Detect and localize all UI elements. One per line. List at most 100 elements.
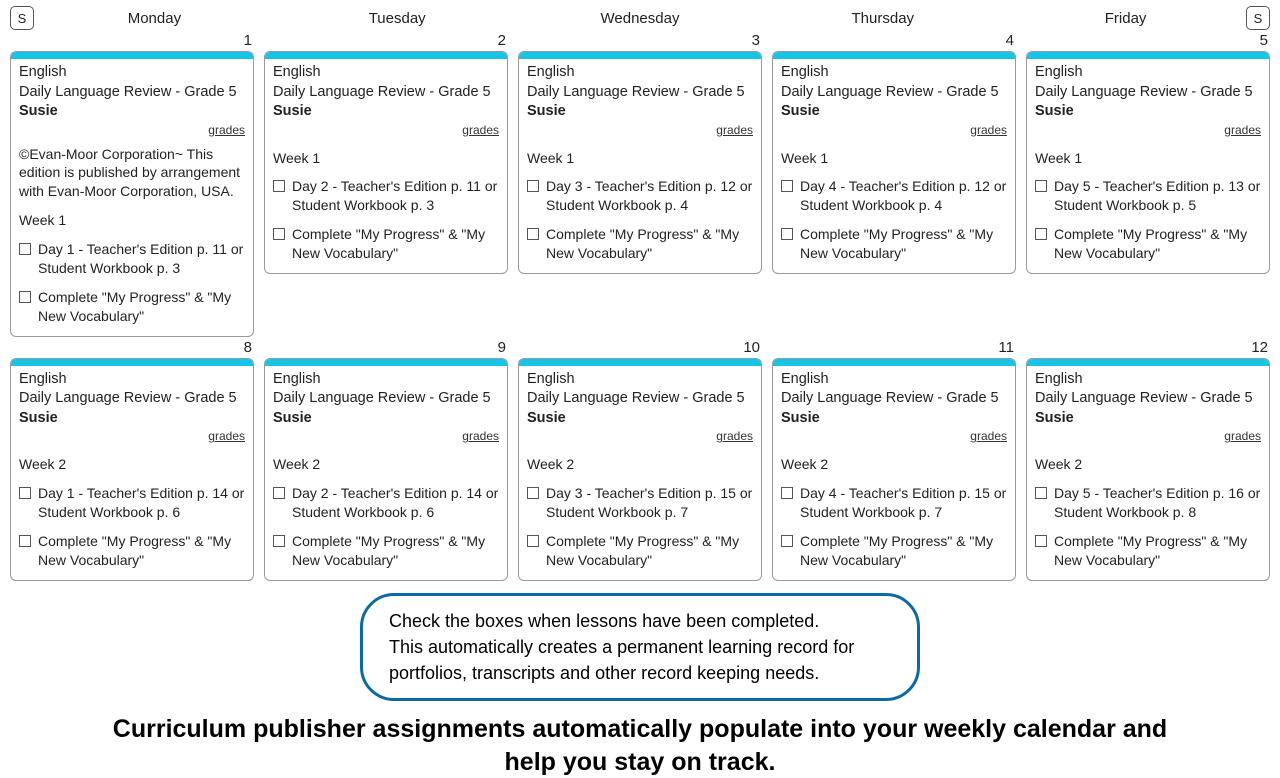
task-item: Complete "My Progress" & "My New Vocabul… [273, 225, 499, 263]
lesson-card[interactable]: EnglishDaily Language Review - Grade 5Su… [518, 51, 762, 274]
day-number: 4 [772, 32, 1016, 51]
day-column: 11 EnglishDaily Language Review - Grade 5… [772, 339, 1016, 581]
grades-link[interactable]: grades [970, 123, 1007, 137]
next-week-button[interactable]: S [1246, 6, 1270, 30]
day-header: Tuesday [281, 8, 514, 29]
lesson-card[interactable]: EnglishDaily Language Review - Grade 5Su… [10, 358, 254, 581]
day-number: 10 [518, 339, 762, 358]
task-checkbox[interactable] [527, 487, 539, 499]
task-text: Day 4 - Teacher's Edition p. 15 or Stude… [800, 484, 1007, 522]
course-label: Daily Language Review - Grade 5 [527, 389, 753, 409]
task-checkbox[interactable] [527, 228, 539, 240]
lesson-card[interactable]: EnglishDaily Language Review - Grade 5Su… [1026, 358, 1270, 581]
task-item: Complete "My Progress" & "My New Vocabul… [527, 225, 753, 263]
task-checkbox[interactable] [273, 180, 285, 192]
grades-link[interactable]: grades [716, 429, 753, 443]
lesson-card[interactable]: EnglishDaily Language Review - Grade 5Su… [772, 51, 1016, 274]
subject-label: English [19, 370, 245, 390]
grades-link[interactable]: grades [1224, 429, 1261, 443]
subject-label: English [273, 370, 499, 390]
weeks-container: 1EnglishDaily Language Review - Grade 5S… [10, 32, 1270, 581]
task-checkbox[interactable] [527, 535, 539, 547]
copyright-note: ©Evan-Moor Corporation~ This edition is … [19, 145, 245, 202]
task-checkbox[interactable] [19, 291, 31, 303]
day-number: 9 [264, 339, 508, 358]
card-body: EnglishDaily Language Review - Grade 5Su… [773, 366, 1015, 580]
grades-row: grades [19, 120, 245, 139]
task-item: Day 5 - Teacher's Edition p. 13 or Stude… [1035, 177, 1261, 215]
grades-row: grades [273, 426, 499, 445]
day-column: 4EnglishDaily Language Review - Grade 5S… [772, 32, 1016, 274]
day-column: 12EnglishDaily Language Review - Grade 5… [1026, 339, 1270, 581]
task-text: Complete "My Progress" & "My New Vocabul… [38, 288, 245, 326]
task-checkbox[interactable] [1035, 180, 1047, 192]
grades-link[interactable]: grades [970, 429, 1007, 443]
task-text: Day 5 - Teacher's Edition p. 13 or Stude… [1054, 177, 1261, 215]
task-checkbox[interactable] [781, 535, 793, 547]
grades-link[interactable]: grades [208, 123, 245, 137]
grades-row: grades [19, 426, 245, 445]
task-item: Complete "My Progress" & "My New Vocabul… [1035, 225, 1261, 263]
task-checkbox[interactable] [1035, 487, 1047, 499]
lesson-card[interactable]: EnglishDaily Language Review - Grade 5Su… [772, 358, 1016, 581]
task-text: Complete "My Progress" & "My New Vocabul… [1054, 532, 1261, 570]
task-checkbox[interactable] [19, 243, 31, 255]
task-text: Complete "My Progress" & "My New Vocabul… [1054, 225, 1261, 263]
week-row: 1EnglishDaily Language Review - Grade 5S… [10, 32, 1270, 337]
grades-link[interactable]: grades [462, 429, 499, 443]
grades-row: grades [527, 120, 753, 139]
card-color-bar [1027, 359, 1269, 366]
task-text: Complete "My Progress" & "My New Vocabul… [292, 532, 499, 570]
prev-week-button[interactable]: S [10, 6, 34, 30]
task-text: Day 2 - Teacher's Edition p. 11 or Stude… [292, 177, 499, 215]
task-checkbox[interactable] [273, 228, 285, 240]
task-item: Complete "My Progress" & "My New Vocabul… [781, 225, 1007, 263]
task-text: Complete "My Progress" & "My New Vocabul… [800, 225, 1007, 263]
card-color-bar [773, 52, 1015, 59]
task-checkbox[interactable] [781, 487, 793, 499]
lesson-card[interactable]: EnglishDaily Language Review - Grade 5Su… [1026, 51, 1270, 274]
info-bubble-line: This automatically creates a permanent l… [389, 634, 891, 686]
task-checkbox[interactable] [19, 487, 31, 499]
day-column: 9 EnglishDaily Language Review - Grade 5S… [264, 339, 508, 581]
task-checkbox[interactable] [1035, 535, 1047, 547]
day-number: 11 [772, 339, 1016, 358]
course-label: Daily Language Review - Grade 5 [19, 389, 245, 409]
task-checkbox[interactable] [781, 228, 793, 240]
lesson-card[interactable]: EnglishDaily Language Review - Grade 5Su… [518, 358, 762, 581]
week-label: Week 2 [781, 455, 1007, 474]
task-checkbox[interactable] [273, 535, 285, 547]
week-label: Week 2 [1035, 455, 1261, 474]
day-header: Monday [38, 8, 271, 29]
card-body: EnglishDaily Language Review - Grade 5Su… [11, 59, 253, 336]
task-checkbox[interactable] [781, 180, 793, 192]
tagline: Curriculum publisher assignments automat… [110, 713, 1170, 778]
task-checkbox[interactable] [1035, 228, 1047, 240]
task-item: Day 2 - Teacher's Edition p. 14 or Stude… [273, 484, 499, 522]
week-label: Week 2 [19, 455, 245, 474]
task-item: Complete "My Progress" & "My New Vocabul… [527, 532, 753, 570]
grades-link[interactable]: grades [716, 123, 753, 137]
grades-link[interactable]: grades [1224, 123, 1261, 137]
task-checkbox[interactable] [273, 487, 285, 499]
lesson-card[interactable]: EnglishDaily Language Review - Grade 5Su… [10, 51, 254, 337]
course-label: Daily Language Review - Grade 5 [1035, 389, 1261, 409]
info-bubble: Check the boxes when lessons have been c… [360, 593, 920, 701]
info-bubble-wrap: Check the boxes when lessons have been c… [10, 593, 1270, 701]
task-checkbox[interactable] [19, 535, 31, 547]
grades-link[interactable]: grades [208, 429, 245, 443]
course-label: Daily Language Review - Grade 5 [1035, 83, 1261, 103]
week-label: Week 1 [781, 149, 1007, 168]
day-column: 2EnglishDaily Language Review - Grade 5S… [264, 32, 508, 274]
week-label: Week 1 [527, 149, 753, 168]
day-column: 3EnglishDaily Language Review - Grade 5S… [518, 32, 762, 274]
lesson-card[interactable]: EnglishDaily Language Review - Grade 5Su… [264, 358, 508, 581]
card-body: EnglishDaily Language Review - Grade 5Su… [265, 366, 507, 580]
task-checkbox[interactable] [527, 180, 539, 192]
lesson-card[interactable]: EnglishDaily Language Review - Grade 5Su… [264, 51, 508, 274]
course-label: Daily Language Review - Grade 5 [527, 83, 753, 103]
task-text: Day 5 - Teacher's Edition p. 16 or Stude… [1054, 484, 1261, 522]
course-label: Daily Language Review - Grade 5 [273, 83, 499, 103]
day-column: 5EnglishDaily Language Review - Grade 5S… [1026, 32, 1270, 274]
grades-link[interactable]: grades [462, 123, 499, 137]
